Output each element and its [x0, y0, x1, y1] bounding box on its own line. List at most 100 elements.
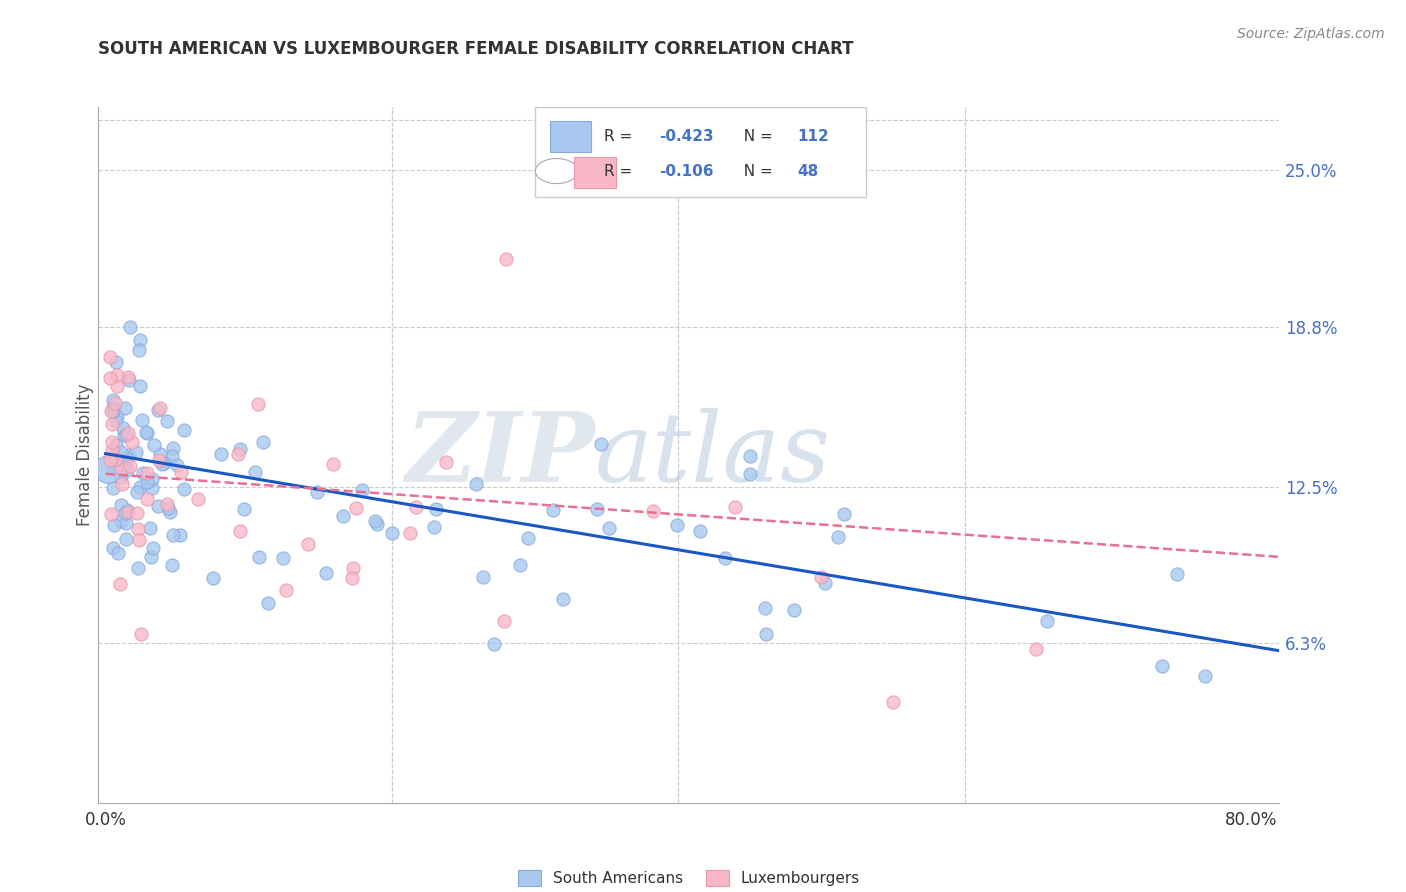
- Point: [101, 403, 124, 417]
- Point: [118, 458, 141, 473]
- Point: [229, 442, 252, 456]
- Point: [117, 426, 139, 441]
- Point: [136, 491, 159, 506]
- Point: [118, 373, 141, 387]
- Text: R =: R =: [605, 164, 637, 179]
- Point: [162, 441, 184, 455]
- Legend: South Americans, Luxembourgers: South Americans, Luxembourgers: [512, 864, 866, 892]
- Point: [118, 449, 141, 463]
- Point: [423, 520, 446, 534]
- Point: [128, 334, 150, 348]
- Point: [105, 451, 128, 466]
- Point: [495, 252, 517, 266]
- Point: [101, 458, 124, 473]
- Point: [1035, 614, 1057, 628]
- Point: [516, 531, 538, 545]
- Point: [110, 576, 132, 591]
- Point: [363, 514, 385, 528]
- Point: [117, 369, 139, 384]
- Point: [247, 549, 270, 564]
- Point: [228, 524, 250, 538]
- Text: -0.423: -0.423: [659, 129, 714, 145]
- Point: [128, 379, 150, 393]
- Point: [114, 401, 136, 415]
- Point: [114, 506, 136, 520]
- Point: [112, 421, 135, 435]
- Point: [142, 541, 165, 555]
- Point: [143, 438, 166, 452]
- Point: [101, 541, 124, 556]
- Point: [112, 428, 135, 442]
- Point: [494, 614, 516, 628]
- Point: [340, 572, 363, 586]
- Point: [156, 414, 179, 428]
- Point: [156, 497, 179, 511]
- Text: SOUTH AMERICAN VS LUXEMBOURGER FEMALE DISABILITY CORRELATION CHART: SOUTH AMERICAN VS LUXEMBOURGER FEMALE DI…: [98, 40, 853, 58]
- Point: [201, 571, 224, 585]
- Point: [110, 470, 132, 484]
- Point: [173, 482, 195, 496]
- Point: [101, 417, 124, 432]
- Point: [139, 521, 162, 535]
- Point: [101, 461, 124, 475]
- Point: [782, 602, 804, 616]
- Point: [101, 442, 124, 457]
- Point: [246, 397, 269, 411]
- Point: [115, 502, 138, 516]
- Point: [271, 551, 294, 566]
- Point: [585, 501, 607, 516]
- Point: [1166, 567, 1188, 582]
- Point: [832, 508, 855, 522]
- Point: [141, 472, 163, 486]
- Point: [101, 434, 124, 449]
- Point: [228, 447, 250, 461]
- Text: N =: N =: [734, 129, 778, 145]
- Point: [103, 518, 125, 533]
- Text: 112: 112: [797, 129, 830, 145]
- Point: [598, 521, 620, 535]
- Point: [332, 508, 354, 523]
- Point: [465, 477, 488, 491]
- Point: [101, 401, 124, 416]
- Point: [149, 401, 172, 416]
- Point: [381, 526, 404, 541]
- Point: [509, 558, 531, 573]
- Point: [97, 462, 120, 476]
- Point: [589, 437, 612, 451]
- Point: [405, 500, 427, 514]
- Point: [243, 465, 266, 479]
- Point: [169, 528, 191, 542]
- Point: [101, 403, 124, 417]
- Point: [754, 600, 776, 615]
- Point: [1025, 641, 1047, 656]
- Point: [117, 505, 139, 519]
- Point: [98, 371, 121, 385]
- Point: [101, 481, 124, 495]
- Point: [434, 455, 457, 469]
- Point: [125, 506, 148, 520]
- Point: [127, 522, 149, 536]
- Point: [101, 393, 124, 408]
- Point: [100, 404, 122, 418]
- Point: [157, 500, 180, 515]
- Point: [105, 438, 128, 452]
- Point: [160, 558, 183, 572]
- Point: [115, 450, 138, 465]
- Point: [105, 409, 128, 424]
- Point: [128, 480, 150, 494]
- Point: [187, 491, 209, 506]
- Point: [153, 456, 176, 470]
- Point: [128, 343, 150, 357]
- Point: [105, 368, 128, 383]
- Point: [551, 591, 574, 606]
- Point: [724, 500, 747, 515]
- Circle shape: [536, 159, 578, 184]
- Point: [135, 466, 157, 480]
- Point: [366, 517, 388, 532]
- Point: [105, 458, 128, 472]
- Point: [114, 516, 136, 530]
- Point: [132, 466, 155, 480]
- Point: [755, 626, 778, 640]
- Point: [131, 412, 153, 426]
- Point: [105, 414, 128, 428]
